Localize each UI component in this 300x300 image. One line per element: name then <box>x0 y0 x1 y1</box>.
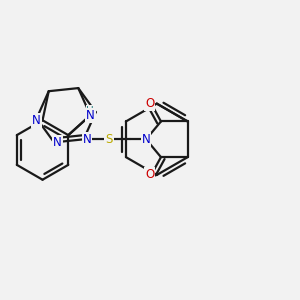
Text: S: S <box>105 133 112 146</box>
Text: N: N <box>32 114 41 127</box>
Text: N: N <box>83 133 92 146</box>
Text: N: N <box>142 133 151 146</box>
Text: N: N <box>86 109 95 122</box>
Text: O: O <box>145 98 154 110</box>
Text: N: N <box>53 136 62 149</box>
Text: O: O <box>145 168 154 181</box>
Text: H: H <box>86 106 94 116</box>
